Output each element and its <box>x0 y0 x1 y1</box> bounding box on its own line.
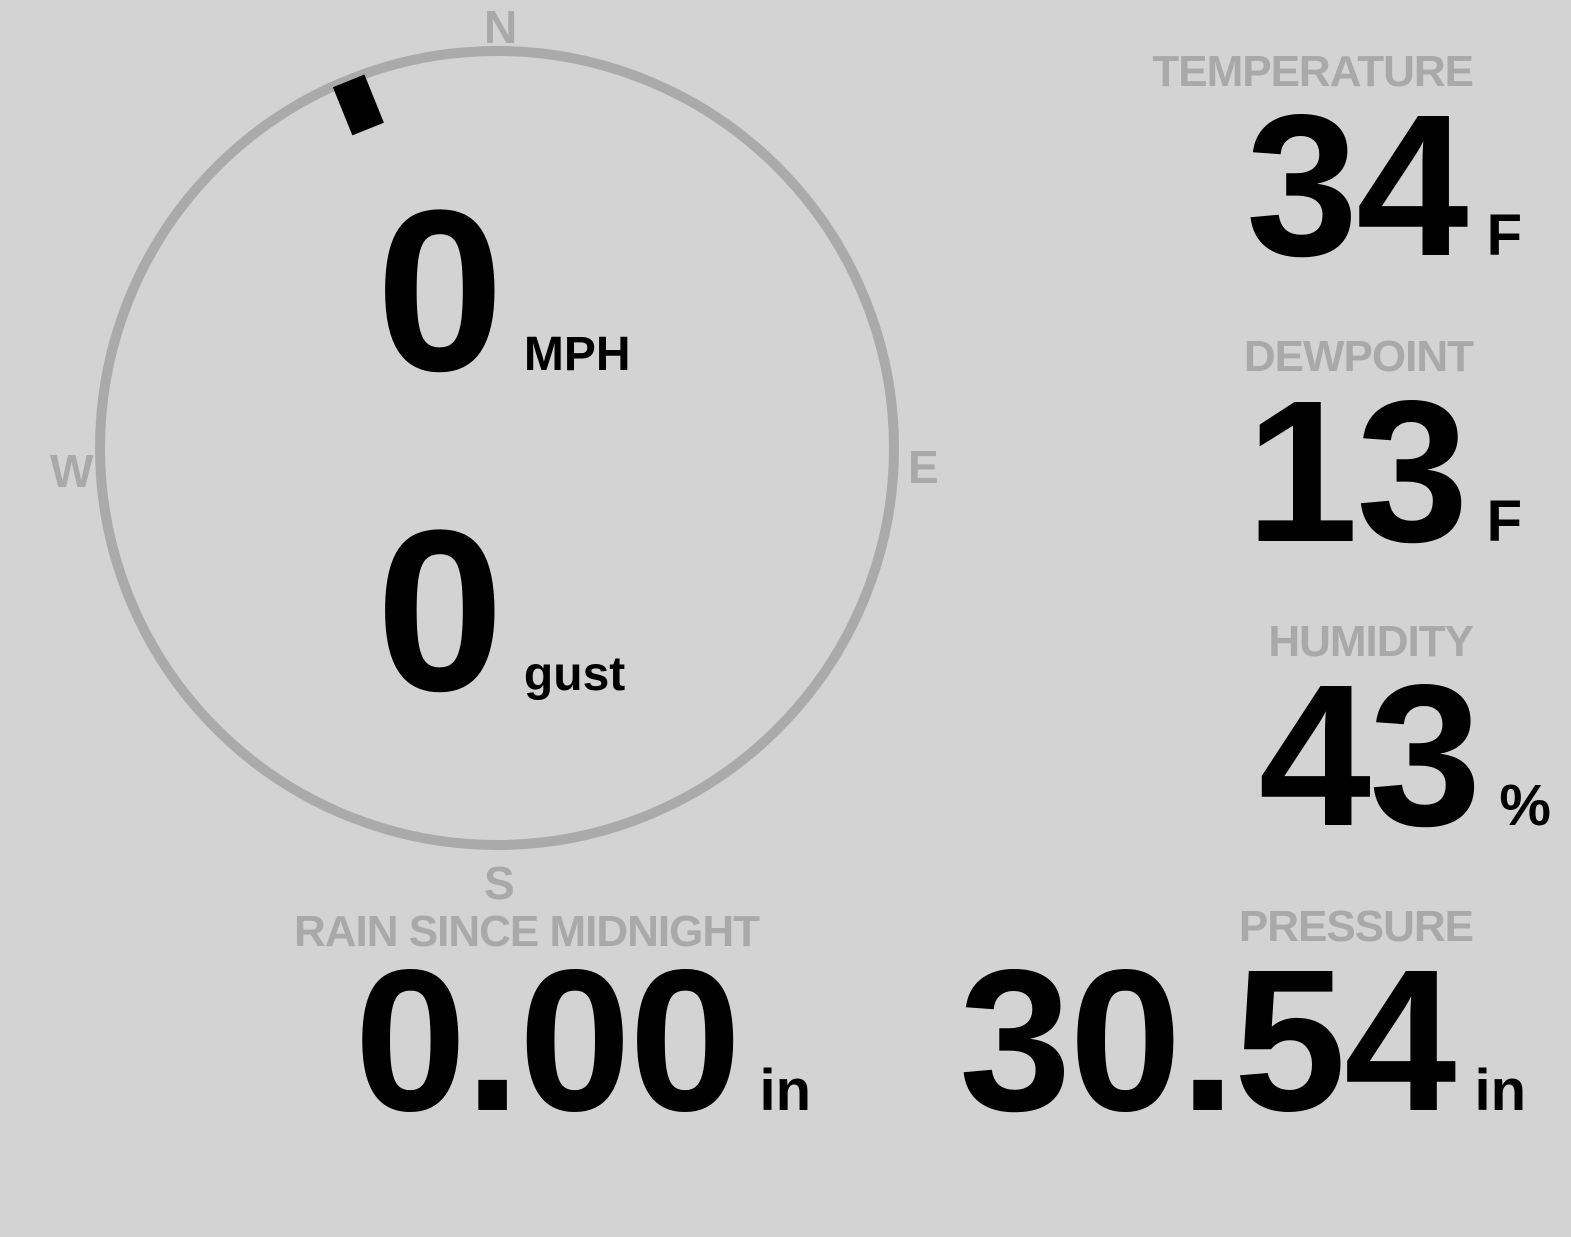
dewpoint-value: 13 <box>1245 358 1469 584</box>
dewpoint-reading: 13 F <box>1246 370 1522 572</box>
rain-value: 0.00 <box>354 927 741 1153</box>
humidity-unit: % <box>1499 773 1551 838</box>
humidity-label: HUMIDITY <box>1268 617 1474 666</box>
temperature-reading: 34 F <box>1246 84 1522 286</box>
compass-east: E <box>908 441 939 493</box>
temperature-unit: F <box>1486 203 1522 268</box>
wind-speed: 0 MPH <box>376 176 631 406</box>
compass-ring <box>95 46 899 850</box>
wind-gust: 0 gust <box>376 496 625 726</box>
temperature-value: 34 <box>1245 72 1469 298</box>
pressure-unit: in <box>1474 1058 1526 1123</box>
dewpoint-label: DEWPOINT <box>1243 332 1474 381</box>
wind-speed-value: 0 <box>376 162 504 419</box>
wind-gust-unit: gust <box>523 648 626 701</box>
wind-direction-marker <box>332 74 384 136</box>
pressure-label: PRESSURE <box>1238 902 1474 951</box>
rain-label: RAIN SINCE MIDNIGHT <box>294 907 760 956</box>
dewpoint-unit: F <box>1486 489 1522 554</box>
temperature-label: TEMPERATURE <box>1152 47 1474 96</box>
rain-reading: 0.00 in <box>354 939 811 1141</box>
pressure-reading: 30.54 in <box>959 939 1526 1141</box>
pressure-value: 30.54 <box>958 927 1456 1153</box>
wind-gust-value: 0 <box>376 482 504 739</box>
humidity-value: 43 <box>1258 642 1482 868</box>
compass-west: W <box>50 445 94 497</box>
wind-speed-unit: MPH <box>523 328 631 381</box>
rain-unit: in <box>759 1058 811 1123</box>
compass-south: S <box>484 857 515 909</box>
compass-north: N <box>484 1 518 53</box>
humidity-reading: 43 % <box>1259 654 1551 856</box>
